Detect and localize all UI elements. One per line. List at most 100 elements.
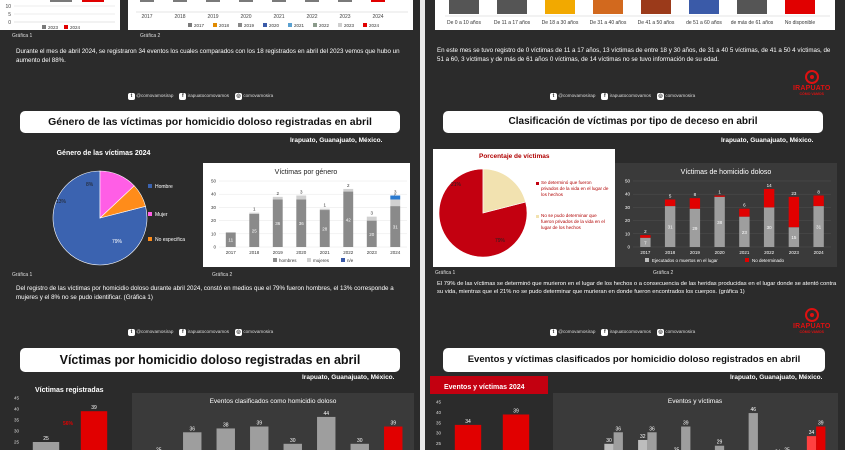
legend-determined: Se determinó que fueron privados de la v… xyxy=(541,180,609,197)
legend-swatch-undetermined xyxy=(536,215,539,218)
bar-segment xyxy=(343,188,354,192)
bar-value-label: 23 xyxy=(742,230,748,235)
age-label: De 31 a 40 años xyxy=(590,20,627,26)
age-label: de 51 a 60 años xyxy=(686,20,722,26)
bar xyxy=(350,443,369,450)
facebook-link[interactable]: f irapuatocomovamos xyxy=(601,93,651,100)
bar-segment xyxy=(319,208,330,211)
bar-segment xyxy=(390,206,401,247)
page-title: Víctimas por homicidio doloso registrada… xyxy=(20,348,400,372)
events-victims-2024-chart: Eventos y víctimas 2024 4540353025203439 xyxy=(430,384,548,450)
location-label: Irapuato, Guanajuato, México. xyxy=(302,374,395,381)
instagram-link[interactable]: ◎ comovamosira xyxy=(235,93,274,100)
bar xyxy=(32,442,60,450)
y-tick: 45 xyxy=(14,396,20,401)
bar-segment xyxy=(664,199,676,207)
year-bar xyxy=(272,0,286,2)
bar-value-label: 38 xyxy=(223,422,229,428)
year-bar xyxy=(338,0,352,2)
bar-segment xyxy=(296,199,307,247)
social-bar: t @comovamosirap f irapuatocomovamos ◎ c… xyxy=(550,329,695,336)
legend-swatch-no-especifica xyxy=(148,237,152,241)
victims-registered-card: Víctimas registradas 454035302520253956% xyxy=(8,383,136,450)
events-classified-card: Eventos clasificados como homicidio dolo… xyxy=(132,393,414,450)
year-bar xyxy=(173,0,187,2)
x-tick-label: 2019 xyxy=(273,250,284,255)
bar-segment xyxy=(739,216,750,247)
twitter-icon: t xyxy=(550,329,557,336)
facebook-link[interactable]: f irapuatocomovamos xyxy=(179,93,229,100)
y-tick: 0 xyxy=(8,20,11,26)
legend-swatch xyxy=(363,23,367,27)
twitter-link[interactable]: t @comovamosirap xyxy=(128,329,173,336)
bar-value-label: 31 xyxy=(668,225,674,230)
facebook-link[interactable]: f irapuatocomovamos xyxy=(601,329,651,336)
facebook-link[interactable]: f irapuatocomovamos xyxy=(179,329,229,336)
y-tick: 20 xyxy=(625,218,631,223)
legend-mujer: Mujer xyxy=(155,212,168,218)
bar-value-label: 25 xyxy=(252,229,258,234)
x-tick-label: 2024 xyxy=(814,250,825,255)
bar-segment xyxy=(689,198,701,209)
pct-change-label: 56% xyxy=(63,421,74,427)
bar-value-label: 31 xyxy=(816,225,822,230)
twitter-link[interactable]: t @comovamosirap xyxy=(128,93,173,100)
bar-value-label: 23 xyxy=(791,191,797,196)
y-tick: 35 xyxy=(14,418,20,423)
twitter-link[interactable]: t @comovamosirap xyxy=(550,93,595,100)
facebook-icon: f xyxy=(179,329,187,336)
bar-value-label: 5 xyxy=(669,193,672,198)
irapuato-logo: IRAPUATO CÓMO VAMOS xyxy=(793,70,831,96)
bar-segment xyxy=(390,195,401,200)
legend-executed: Ejecutados o muertos en el lugar xyxy=(652,258,718,263)
x-tick-label: 2023 xyxy=(789,250,800,255)
bar-value-label: 2 xyxy=(644,229,647,234)
legend-year: 2022 xyxy=(319,23,330,28)
legend-swatch-2024 xyxy=(64,25,68,29)
x-tick-label: 2017 xyxy=(226,250,237,255)
bar-value-label: 8 xyxy=(694,192,697,197)
bar-value-label: 1 xyxy=(253,207,256,212)
y-tick: 35 xyxy=(436,420,442,425)
legend-swatch xyxy=(338,23,342,27)
bar xyxy=(816,426,826,450)
bar-value-label: 3 xyxy=(300,190,303,195)
bar-value-label: 2 xyxy=(347,183,350,188)
x-tick-label: 2021 xyxy=(739,250,750,255)
pie-label-79: 79% xyxy=(495,238,506,244)
instagram-link[interactable]: ◎ comovamosira xyxy=(657,93,696,100)
instagram-link[interactable]: ◎ comovamosira xyxy=(657,329,696,336)
instagram-icon: ◎ xyxy=(657,93,665,100)
instagram-link[interactable]: ◎ comovamosira xyxy=(235,329,274,336)
twitter-link[interactable]: t @comovamosirap xyxy=(550,329,595,336)
caption-graph-2: Gráfica 2 xyxy=(653,270,674,276)
bar-segment xyxy=(714,196,725,247)
year-bar xyxy=(305,0,319,2)
y-tick: 30 xyxy=(14,429,20,434)
events-victims-card: Eventos y víctimas 151130363236253920292… xyxy=(553,393,838,450)
age-bar xyxy=(497,0,527,14)
x-tick-label: 2023 xyxy=(367,250,378,255)
bar-value-label: 1 xyxy=(718,190,721,195)
legend-year: 2017 xyxy=(194,23,205,28)
legend-year: 2018 xyxy=(219,23,230,28)
legend-swatch-hombre xyxy=(148,184,152,188)
bar xyxy=(250,426,269,450)
bar-segment xyxy=(272,199,283,247)
age-bar xyxy=(449,0,479,14)
caption-graph-1: Gráfica 1 xyxy=(435,270,456,276)
pie-label-ne: 8% xyxy=(86,182,94,188)
age-label: De 18 a 30 años xyxy=(542,20,579,26)
events-victims-chart: Eventos y víctimas 151130363236253920292… xyxy=(604,398,826,450)
bar-value-label: 44 xyxy=(323,411,329,417)
legend-year: 2019 xyxy=(244,23,255,28)
bar-value-label: 7 xyxy=(644,240,647,245)
bar xyxy=(613,432,623,450)
legend-label: mujeres xyxy=(313,258,330,263)
bar-value-label: 3 xyxy=(394,190,397,195)
bar-value-label: 39 xyxy=(818,421,824,427)
age-label: De 0 a 10 años xyxy=(447,20,481,26)
year-bar xyxy=(140,0,154,2)
page-title: Clasificación de víctimas por tipo de de… xyxy=(443,111,823,133)
bar-value-label: 29 xyxy=(717,440,723,446)
